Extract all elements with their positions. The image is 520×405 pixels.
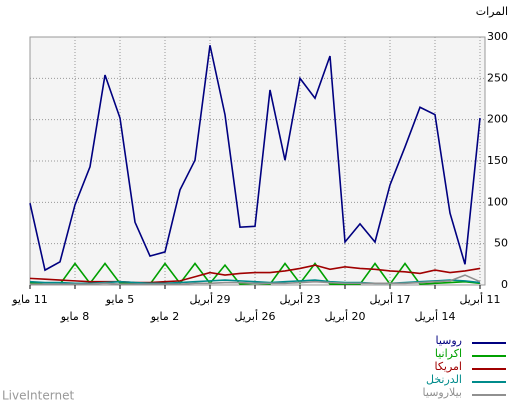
y-axis-label: المرات (476, 5, 508, 18)
brand: LiveInternet (2, 389, 74, 403)
y-tick-label: 300 (487, 30, 508, 43)
x-tick-label: 11 مايو (11, 293, 47, 306)
x-tick-label: 23 أبريل (279, 292, 320, 306)
y-tick-label: 0 (501, 278, 508, 291)
x-tick-label: 8 مايو (60, 310, 89, 323)
y-tick-label: 250 (487, 71, 508, 84)
x-tick-label: 20 أبريل (324, 309, 365, 323)
legend-label: امريكا (434, 360, 462, 373)
legend-label: روسيا (435, 334, 462, 347)
plot-area (29, 36, 486, 286)
legend-label: اكرانيا (435, 347, 462, 360)
y-tick-label: 100 (487, 195, 508, 208)
x-tick-label: 11 أبريل (459, 292, 500, 306)
x-tick-label: 17 أبريل (369, 292, 410, 306)
y-tick-label: 50 (494, 237, 508, 250)
x-tick-label: 26 أبريل (234, 309, 275, 323)
series-line (29, 279, 481, 285)
y-tick-label: 200 (487, 113, 508, 126)
legend-label: بيلاروسيا (423, 386, 462, 399)
y-tick-label: 150 (487, 154, 508, 167)
series-line (30, 274, 481, 285)
series-line (29, 45, 481, 272)
x-tick-label: 2 مايو (150, 310, 179, 323)
x-tick-label: 29 أبريل (189, 292, 230, 306)
series-line (29, 264, 481, 284)
legend-label: الدرنخل (426, 373, 462, 386)
x-tick-label: 5 مايو (105, 293, 134, 306)
x-tick-label: 14 أبريل (414, 309, 455, 323)
